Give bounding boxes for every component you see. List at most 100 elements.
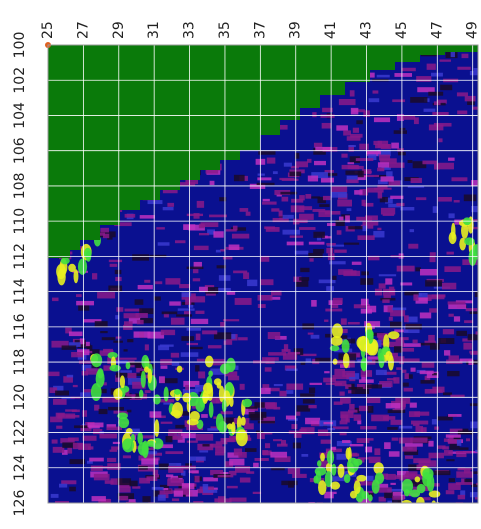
texture [388,451,400,457]
texture [117,478,132,486]
texture [314,466,327,476]
texture [330,335,343,346]
texture [72,442,84,450]
texture [106,426,122,431]
texture [440,84,453,91]
texture [262,384,270,389]
texture [154,419,160,437]
texture [396,470,409,478]
texture [220,411,233,415]
texture [124,308,142,312]
texture [205,167,219,174]
texture [201,414,208,418]
texture [51,439,58,444]
texture [272,171,278,175]
texture [128,317,141,324]
texture [115,372,128,378]
texture [345,447,351,460]
texture [226,485,238,489]
texture [345,384,352,389]
texture [312,358,320,365]
texture [322,235,328,239]
texture [388,162,405,168]
texture [366,305,377,313]
texture [349,156,360,163]
texture [218,421,228,434]
texture [118,495,129,501]
texture [332,375,350,380]
texture [140,318,153,324]
texture [300,267,310,273]
texture [204,355,214,368]
texture [300,362,306,365]
texture [208,370,213,377]
texture [202,382,213,395]
texture [112,441,121,444]
texture [378,274,397,277]
texture [53,385,64,391]
texture [329,476,348,482]
texture [163,402,172,405]
texture [298,227,316,230]
texture [136,366,149,373]
texture [158,376,165,384]
texture [431,419,437,425]
texture [194,475,200,483]
texture [429,343,440,350]
texture [448,483,461,490]
texture [180,433,196,439]
texture [175,424,185,429]
texture [72,384,78,388]
x-tick-label: 43 [359,21,375,39]
texture [341,339,350,354]
texture [107,236,113,240]
texture [192,278,201,282]
texture [463,468,471,474]
texture [257,420,275,424]
texture [286,365,295,371]
texture [436,416,453,421]
texture [394,73,413,77]
texture [256,182,275,186]
texture [125,361,131,370]
texture [300,393,315,397]
texture [471,180,478,186]
texture [92,273,98,280]
texture [157,242,170,246]
texture [228,470,237,476]
texture [109,449,118,452]
texture [70,396,81,399]
texture [386,171,393,177]
texture [315,146,332,152]
texture [350,107,359,115]
texture [262,201,277,205]
texture [291,198,304,203]
texture [345,170,363,175]
texture [119,375,126,389]
texture [281,196,289,202]
texture [283,344,289,352]
texture [374,448,381,456]
texture [138,389,144,399]
texture [456,330,467,336]
texture [260,279,274,286]
texture [165,436,173,443]
texture [286,241,304,246]
texture [428,452,444,459]
texture [241,408,255,415]
texture [202,483,209,490]
texture [461,467,472,471]
texture [461,222,469,239]
texture [318,480,327,496]
texture [361,199,366,206]
texture [181,470,186,476]
texture [378,283,386,289]
texture [420,53,438,57]
texture [357,235,375,240]
texture [185,177,199,185]
texture [387,306,393,313]
texture [170,352,180,358]
texture [176,365,183,373]
texture [140,370,146,388]
texture [342,370,356,377]
